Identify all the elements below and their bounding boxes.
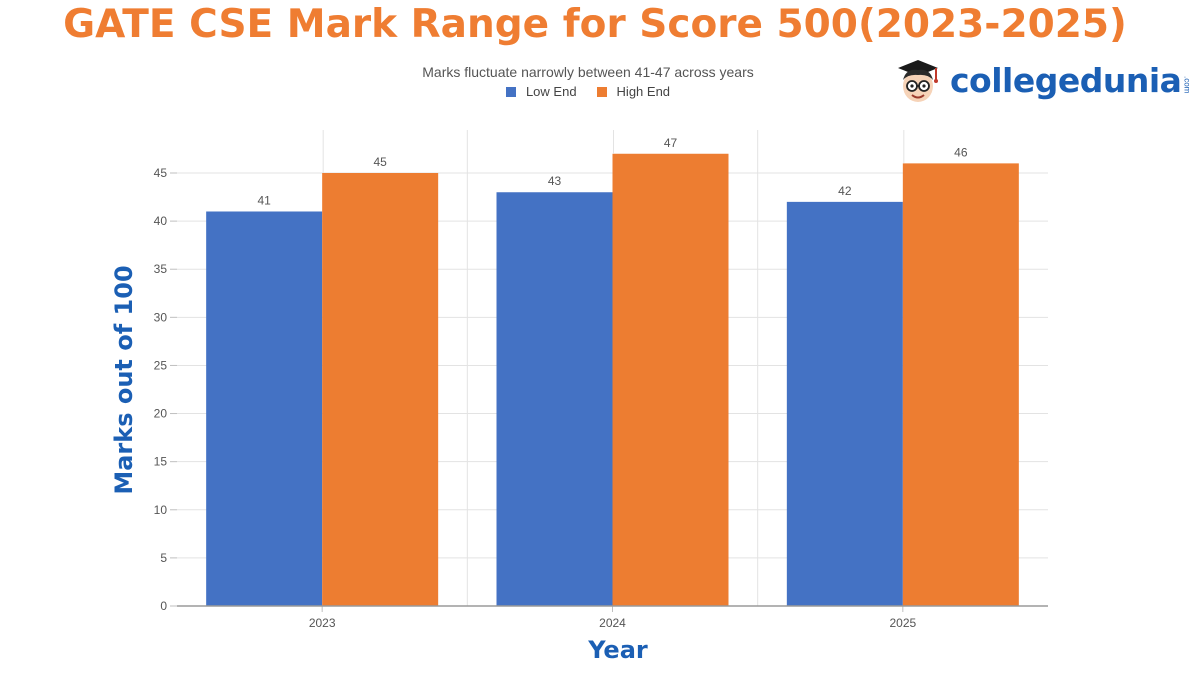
y-tick-label-0: 0 bbox=[160, 599, 167, 613]
data-label-high-end-2024: 47 bbox=[664, 136, 678, 150]
brand-name: collegedunia bbox=[950, 60, 1182, 100]
chart-subtitle: Marks fluctuate narrowly between 41-47 a… bbox=[422, 64, 754, 80]
y-tick-label-20: 20 bbox=[154, 407, 168, 421]
legend-item-high-end[interactable]: High End bbox=[596, 84, 671, 99]
data-label-low-end-2024: 43 bbox=[548, 174, 562, 188]
x-axis-title: Year bbox=[588, 636, 648, 664]
legend-swatch-high-end bbox=[596, 86, 607, 97]
bar-low-end-2024 bbox=[496, 192, 613, 606]
bar-high-end-2024 bbox=[612, 153, 729, 606]
bar-low-end-2025 bbox=[786, 201, 903, 606]
data-label-low-end-2025: 42 bbox=[838, 184, 852, 198]
y-tick-label-45: 45 bbox=[154, 166, 168, 180]
legend-label-low-end: Low End bbox=[525, 84, 577, 99]
y-tick-label-5: 5 bbox=[160, 551, 167, 565]
chart-legend: Low End High End bbox=[300, 84, 876, 99]
legend-item-low-end[interactable]: Low End bbox=[505, 84, 577, 99]
bar-high-end-2023 bbox=[322, 173, 439, 606]
y-tick-label-30: 30 bbox=[154, 310, 168, 324]
page-title: GATE CSE Mark Range for Score 500(2023-2… bbox=[63, 2, 1127, 47]
data-label-high-end-2025: 46 bbox=[954, 145, 968, 159]
bar-high-end-2025 bbox=[902, 163, 1019, 606]
legend-label-high-end: High End bbox=[616, 84, 671, 99]
y-tick-label-40: 40 bbox=[154, 214, 168, 228]
bar-low-end-2023 bbox=[206, 211, 323, 606]
y-tick-label-10: 10 bbox=[154, 503, 168, 517]
y-tick-label-35: 35 bbox=[154, 262, 168, 276]
x-tick-label-2023: 2023 bbox=[309, 616, 336, 630]
student-mascot-icon bbox=[898, 60, 938, 102]
brand-suffix: .com bbox=[1182, 76, 1192, 94]
legend-swatch-low-end bbox=[505, 86, 516, 97]
data-label-low-end-2023: 41 bbox=[257, 193, 271, 207]
y-tick-label-15: 15 bbox=[154, 455, 168, 469]
y-axis-title: Marks out of 100 bbox=[110, 265, 138, 495]
x-tick-label-2025: 2025 bbox=[889, 616, 916, 630]
data-label-high-end-2023: 45 bbox=[373, 155, 387, 169]
y-tick-label-25: 25 bbox=[154, 358, 168, 372]
x-tick-label-2024: 2024 bbox=[599, 616, 626, 630]
brand-logo[interactable]: collegedunia .com bbox=[892, 50, 1192, 110]
